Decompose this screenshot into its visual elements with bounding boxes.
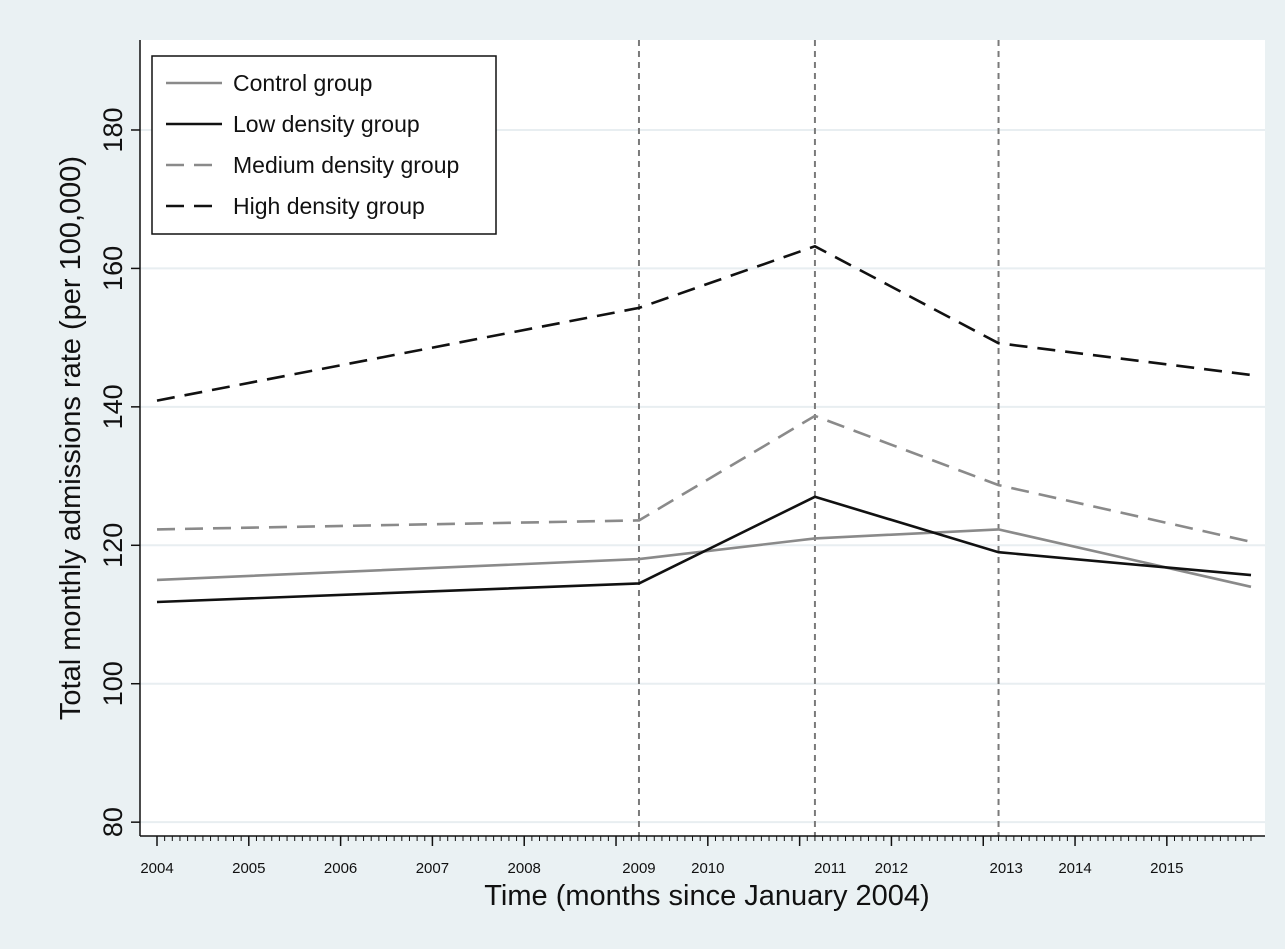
y-tick-label: 180 xyxy=(98,107,128,152)
series-line xyxy=(156,414,1252,544)
series-line xyxy=(156,495,1252,604)
y-axis-title: Total monthly admissions rate (per 100,0… xyxy=(55,156,87,720)
x-tick-label: 2013 xyxy=(990,860,1023,877)
x-tick-label: 2010 xyxy=(691,860,724,877)
x-tick-label: 2006 xyxy=(324,860,357,877)
y-tick-label: 140 xyxy=(98,384,128,429)
x-tick-label: 2004 xyxy=(140,860,173,877)
x-axis-title: Time (months since January 2004) xyxy=(484,880,929,912)
legend-label: Low density group xyxy=(233,111,420,137)
x-tick-label: 2012 xyxy=(875,860,908,877)
legend-label: High density group xyxy=(233,193,425,219)
x-tick-label: 2008 xyxy=(508,860,541,877)
legend-box xyxy=(151,55,497,235)
series-line xyxy=(156,528,1252,589)
x-tick-label: 2014 xyxy=(1058,860,1091,877)
y-tick-label: 100 xyxy=(98,661,128,706)
x-tick-label: 2005 xyxy=(232,860,265,877)
series-line xyxy=(156,244,1252,402)
legend-label: Medium density group xyxy=(233,152,459,178)
x-tick-label: 2009 xyxy=(622,860,655,877)
x-tick-label: 2007 xyxy=(416,860,449,877)
y-tick-label: 160 xyxy=(98,246,128,291)
y-tick-label: 120 xyxy=(98,523,128,568)
x-tick-label: 2015 xyxy=(1150,860,1183,877)
x-tick-label: 2011 xyxy=(814,860,846,877)
y-tick-label: 80 xyxy=(98,807,128,837)
legend-label: Control group xyxy=(233,70,372,96)
